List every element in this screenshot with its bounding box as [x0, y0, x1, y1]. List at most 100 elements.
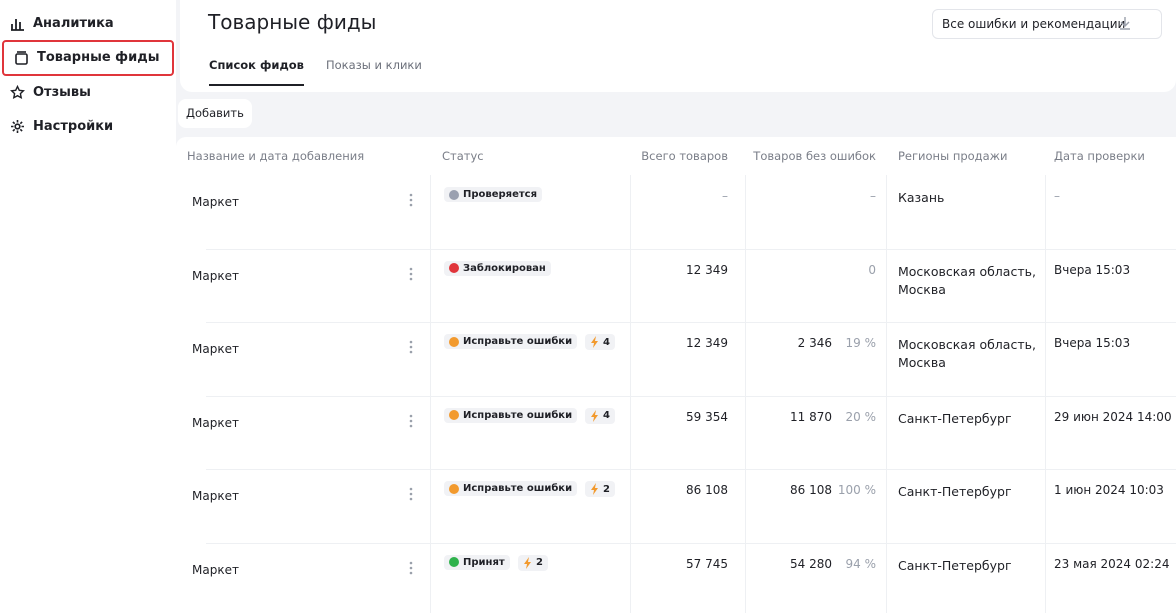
status-text: Заблокирован [463, 262, 546, 274]
row-menu[interactable] [408, 560, 414, 579]
feed-name[interactable]: Маркет [192, 415, 239, 430]
status-dot [449, 263, 459, 273]
sidebar-icon [11, 18, 24, 31]
export-button[interactable]: Все ошибки и рекомендации [932, 9, 1163, 39]
tab[interactable]: Список фидов [209, 58, 304, 86]
valid-products: 2 346 [797, 336, 832, 350]
row-separator [206, 248, 1176, 250]
total-products: 12 349 [686, 262, 728, 277]
status-dot [449, 189, 459, 200]
kebab-icon [409, 561, 413, 574]
status-dot [449, 483, 459, 494]
download-icon [1120, 17, 1130, 30]
sidebar-item[interactable]: Товарные фиды [2, 39, 174, 76]
sidebar-item[interactable]: Настройки [0, 109, 172, 145]
sales-region: Санкт-Петербург [898, 484, 1012, 499]
column-header: Дата проверки [1054, 149, 1145, 163]
sidebar-item[interactable]: Аналитика [0, 5, 172, 41]
check-date: 1 июн 2024 10:03 [1054, 483, 1164, 497]
status-dot [449, 557, 459, 567]
sidebar-label: Отзывы [33, 84, 91, 100]
header: Товарные фиды Все ошибки и рекомендации … [180, 0, 1176, 92]
status-text: Исправьте ошибки [463, 336, 573, 347]
bolt-icon [591, 336, 598, 348]
status-text: Принят [463, 556, 505, 568]
row-menu[interactable] [408, 413, 414, 432]
kebab-icon [409, 267, 413, 280]
warnings-badge: 2 [585, 481, 615, 497]
status-text: Проверяется [463, 189, 538, 200]
column-separator [886, 175, 887, 613]
status-badge: Проверяется [444, 187, 543, 202]
row-menu[interactable] [408, 266, 414, 285]
row-separator [206, 469, 1176, 470]
feed-name[interactable]: Маркет [192, 489, 239, 503]
check-date: Вчера 15:03 [1054, 262, 1131, 277]
bolt-icon [591, 409, 598, 422]
bolt-icon [524, 556, 531, 569]
column-header: Название и дата добавления [187, 149, 365, 163]
status-badge: Принят [444, 554, 510, 570]
page-title: Товарные фиды [208, 10, 377, 34]
valid-percent: 19 % [845, 336, 877, 350]
row-menu[interactable] [408, 192, 414, 211]
sidebar-icon [10, 84, 25, 99]
feed-name[interactable]: Маркет [192, 195, 239, 209]
column-header: Всего товаров [641, 149, 728, 163]
total-products: – [722, 189, 728, 203]
row-separator [206, 395, 1176, 397]
total-products: 59 354 [686, 409, 728, 424]
feed-name[interactable]: Маркет [192, 562, 239, 577]
feed-name[interactable]: Маркет [192, 342, 239, 356]
sales-region: Московская область, Москва [898, 263, 1036, 297]
kebab-icon [409, 193, 413, 207]
sidebar: Аналитика Товарные фиды Отзывы Настройки [0, 0, 176, 613]
column-header: Статус [442, 149, 484, 163]
total-products: 57 745 [686, 556, 728, 571]
status-badge: Исправьте ошибки [444, 334, 578, 349]
check-date: Вчера 15:03 [1054, 336, 1131, 350]
column-separator [630, 175, 631, 613]
warnings-count: 2 [603, 483, 610, 495]
status-badge: Исправьте ошибки [444, 481, 578, 496]
row-separator [206, 542, 1176, 544]
tab[interactable]: Показы и клики [326, 58, 422, 72]
warnings-badge: 4 [585, 407, 615, 424]
warnings-badge: 4 [585, 334, 615, 350]
row-menu[interactable] [408, 486, 414, 505]
column-separator [745, 175, 746, 613]
total-products: 86 108 [686, 483, 728, 497]
sidebar-label: Товарные фиды [37, 50, 160, 65]
column-separator [1045, 175, 1046, 613]
add-button[interactable]: Добавить [178, 99, 252, 128]
status-text: Исправьте ошибки [463, 483, 573, 494]
warnings-count: 2 [536, 557, 543, 568]
sidebar-item[interactable]: Отзывы [0, 74, 172, 110]
check-date: 29 июн 2024 14:00 [1054, 409, 1172, 424]
check-date: 23 мая 2024 02:24 [1054, 556, 1170, 571]
sidebar-label: Аналитика [33, 15, 114, 31]
feed-name[interactable]: Маркет [192, 268, 239, 283]
warnings-count: 4 [603, 336, 610, 348]
row-menu[interactable] [408, 339, 414, 358]
check-date: – [1054, 189, 1060, 203]
valid-percent: 100 % [837, 483, 876, 497]
total-products: 12 349 [686, 336, 728, 350]
column-separator [430, 175, 431, 613]
valid-products: 11 870 [790, 409, 832, 424]
valid-percent: 20 % [845, 409, 877, 424]
column-header: Товаров без ошибок [753, 149, 876, 163]
status-dot [449, 336, 459, 347]
status-text: Исправьте ошибки [463, 409, 573, 421]
warnings-badge: 2 [518, 554, 548, 571]
feeds-table: Название и дата добавления Статус Всего то… [176, 137, 1176, 613]
valid-products: 0 [868, 262, 876, 277]
status-dot [449, 410, 459, 420]
sales-region: Московская область, Москва [898, 337, 1036, 370]
sales-region: Казань [898, 190, 945, 205]
row-separator [206, 322, 1176, 323]
sidebar-label: Настройки [33, 119, 114, 134]
sales-region: Санкт-Петербург [898, 410, 1012, 426]
kebab-icon [409, 414, 413, 427]
